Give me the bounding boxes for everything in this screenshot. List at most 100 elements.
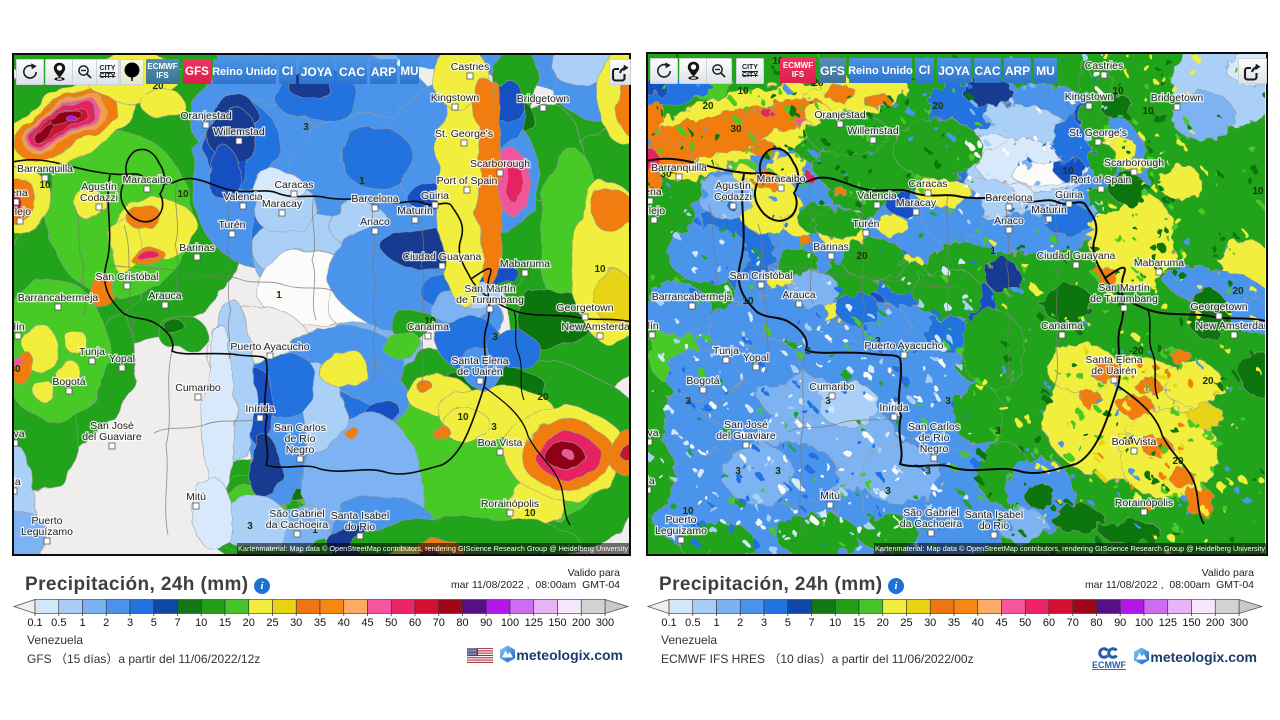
svg-text:Valencia: Valencia <box>857 190 897 202</box>
svg-text:20: 20 <box>812 78 824 89</box>
svg-text:Santa Isabel: Santa Isabel <box>331 510 389 522</box>
svg-text:do Rio: do Rio <box>345 521 376 533</box>
svg-text:de Uairén: de Uairén <box>457 366 503 378</box>
svg-text:Caracas: Caracas <box>274 179 313 191</box>
svg-text:25: 25 <box>900 617 912 629</box>
svg-text:Ciudad Guayana: Ciudad Guayana <box>1037 250 1116 262</box>
svg-text:Agustín: Agustín <box>715 180 751 192</box>
svg-text:100: 100 <box>1135 617 1153 629</box>
svg-text:Güiria: Güiria <box>1055 189 1083 201</box>
svg-text:Anaco: Anaco <box>360 216 390 228</box>
svg-text:90: 90 <box>480 617 492 629</box>
svg-text:10: 10 <box>195 617 207 629</box>
svg-text:10: 10 <box>682 506 694 517</box>
svg-text:3: 3 <box>925 466 931 477</box>
svg-text:Bogotá: Bogotá <box>686 375 719 387</box>
svg-text:Maracaibo: Maracaibo <box>756 173 805 185</box>
svg-text:de Río: de Río <box>285 433 316 445</box>
svg-text:Puerto Ayacucho: Puerto Ayacucho <box>864 340 943 352</box>
svg-text:cia: cia <box>14 476 21 488</box>
svg-text:Cumaribo: Cumaribo <box>175 382 221 394</box>
svg-text:San Cristóbal: San Cristóbal <box>729 270 792 282</box>
svg-text:90: 90 <box>1114 617 1126 629</box>
svg-text:35: 35 <box>314 617 326 629</box>
svg-text:45: 45 <box>995 617 1007 629</box>
svg-text:Georgetown: Georgetown <box>1190 301 1247 313</box>
svg-text:30: 30 <box>14 364 21 375</box>
svg-text:ECMWF: ECMWF <box>1092 660 1126 670</box>
svg-text:Rorainópolis: Rorainópolis <box>481 498 539 510</box>
svg-text:Tunja: Tunja <box>713 345 739 357</box>
svg-text:25: 25 <box>266 617 278 629</box>
svg-text:20: 20 <box>537 392 549 403</box>
svg-text:gena: gena <box>14 187 28 199</box>
svg-text:Puerto: Puerto <box>666 514 697 526</box>
svg-text:50: 50 <box>1019 617 1031 629</box>
svg-text:20: 20 <box>243 617 255 629</box>
svg-text:1: 1 <box>359 176 365 187</box>
svg-text:20: 20 <box>1232 286 1244 297</box>
svg-text:Santa Isabel: Santa Isabel <box>965 509 1023 521</box>
svg-text:10: 10 <box>1142 106 1154 117</box>
svg-text:Güiria: Güiria <box>421 190 449 202</box>
svg-text:San Martín: San Martín <box>1098 282 1150 294</box>
svg-text:Boa Vista: Boa Vista <box>1112 436 1157 448</box>
svg-text:cia: cia <box>648 475 655 487</box>
svg-text:São Gabriel: São Gabriel <box>269 508 324 520</box>
svg-text:San Martín: San Martín <box>464 283 516 295</box>
svg-text:Castries: Castries <box>451 61 490 73</box>
svg-text:Arauca: Arauca <box>782 289 815 301</box>
svg-text:30: 30 <box>290 617 302 629</box>
svg-text:del Guaviare: del Guaviare <box>716 430 776 442</box>
svg-text:Bridgetown: Bridgetown <box>1151 92 1204 104</box>
svg-text:3: 3 <box>491 422 497 433</box>
svg-text:3: 3 <box>127 617 133 629</box>
svg-text:Arauca: Arauca <box>148 290 181 302</box>
svg-text:Maracaibo: Maracaibo <box>122 174 171 186</box>
svg-text:Negro: Negro <box>286 444 315 456</box>
svg-text:300: 300 <box>1230 617 1248 629</box>
svg-text:Castries: Castries <box>1085 60 1124 72</box>
svg-text:Scarborough: Scarborough <box>1104 157 1164 169</box>
svg-text:Barranquilla: Barranquilla <box>651 162 707 174</box>
svg-text:Turén: Turén <box>852 218 879 230</box>
svg-text:Canaima: Canaima <box>407 321 449 333</box>
svg-text:Mabaruma: Mabaruma <box>1134 257 1184 269</box>
svg-text:Tunja: Tunja <box>79 346 105 358</box>
svg-text:3: 3 <box>885 486 891 497</box>
svg-text:da Cachoeira: da Cachoeira <box>900 518 963 530</box>
svg-text:1: 1 <box>990 246 996 257</box>
svg-text:3: 3 <box>685 396 691 407</box>
svg-text:Barcelona: Barcelona <box>351 193 398 205</box>
svg-text:3: 3 <box>945 396 951 407</box>
svg-text:1: 1 <box>312 525 318 536</box>
svg-text:Barinas: Barinas <box>813 241 849 253</box>
svg-text:Port of Spain: Port of Spain <box>437 175 498 187</box>
svg-text:3: 3 <box>735 466 741 477</box>
svg-text:eiva: eiva <box>648 427 659 439</box>
svg-text:Maracay: Maracay <box>896 197 937 209</box>
svg-text:Barrancabermeja: Barrancabermeja <box>18 292 99 304</box>
svg-text:3: 3 <box>875 336 881 347</box>
svg-text:40: 40 <box>338 617 350 629</box>
svg-text:3: 3 <box>995 426 1001 437</box>
svg-text:Agustín: Agustín <box>81 181 117 193</box>
svg-text:40: 40 <box>972 617 984 629</box>
svg-text:15: 15 <box>853 617 865 629</box>
svg-text:20: 20 <box>152 81 164 92</box>
svg-text:7: 7 <box>808 617 814 629</box>
svg-text:125: 125 <box>1159 617 1177 629</box>
svg-text:2: 2 <box>737 617 743 629</box>
svg-text:Rorainópolis: Rorainópolis <box>1115 497 1173 509</box>
svg-text:150: 150 <box>548 617 566 629</box>
svg-text:10: 10 <box>39 180 51 191</box>
svg-text:1: 1 <box>276 290 282 301</box>
svg-text:Turén: Turén <box>218 219 245 231</box>
svg-text:70: 70 <box>1067 617 1079 629</box>
svg-text:100: 100 <box>501 617 519 629</box>
svg-text:10: 10 <box>1252 186 1264 197</box>
svg-text:New Amsterdam: New Amsterdam <box>561 321 629 333</box>
svg-text:Mitú: Mitú <box>186 491 206 503</box>
svg-text:20: 20 <box>856 251 868 262</box>
svg-text:10: 10 <box>772 56 784 67</box>
